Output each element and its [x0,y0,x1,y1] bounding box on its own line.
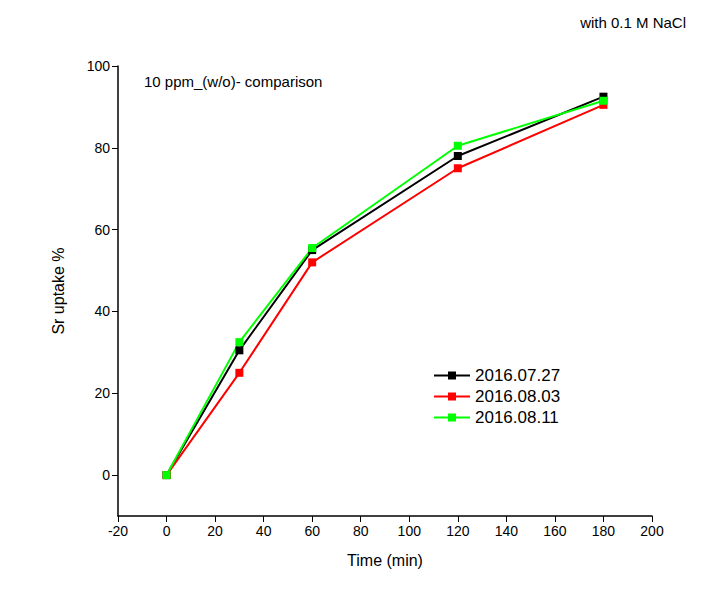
svg-text:20: 20 [94,385,110,401]
svg-text:2016.07.27: 2016.07.27 [475,366,560,385]
svg-text:200: 200 [640,523,664,539]
svg-text:60: 60 [94,222,110,238]
svg-text:40: 40 [256,523,272,539]
svg-text:Sr uptake %: Sr uptake % [50,247,67,334]
svg-text:2016.08.03: 2016.08.03 [475,387,560,406]
svg-text:80: 80 [94,140,110,156]
svg-text:180: 180 [592,523,616,539]
svg-text:10 ppm_(w/o)- comparison: 10 ppm_(w/o)- comparison [144,73,322,90]
svg-text:-20: -20 [108,523,128,539]
svg-text:40: 40 [94,303,110,319]
svg-text:Time (min): Time (min) [347,552,423,569]
svg-text:80: 80 [353,523,369,539]
svg-text:with 0.1 M NaCl: with 0.1 M NaCl [579,14,686,31]
svg-text:160: 160 [543,523,567,539]
svg-text:0: 0 [163,523,171,539]
svg-text:140: 140 [495,523,519,539]
svg-text:20: 20 [207,523,223,539]
svg-text:100: 100 [398,523,422,539]
svg-text:100: 100 [87,58,111,74]
svg-text:0: 0 [102,467,110,483]
svg-text:2016.08.11: 2016.08.11 [475,408,559,427]
svg-text:60: 60 [304,523,320,539]
svg-text:120: 120 [446,523,470,539]
